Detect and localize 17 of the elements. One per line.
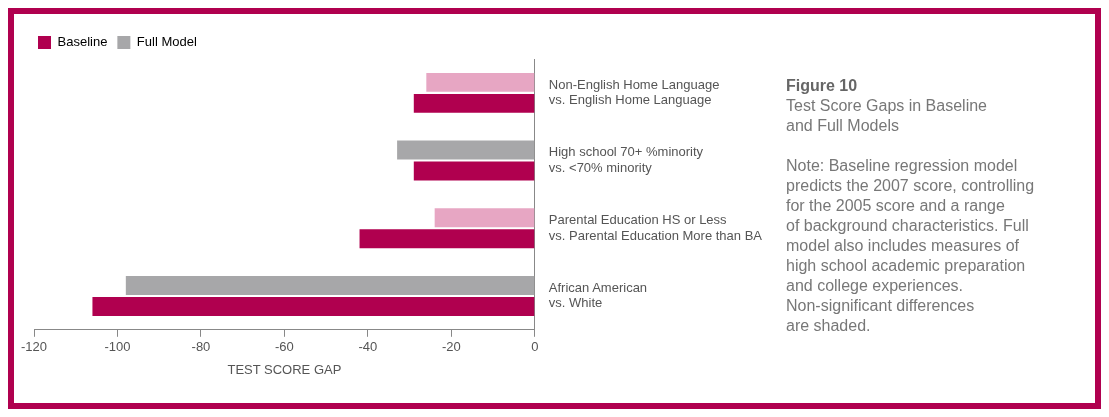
- y-tick-label: High school 70+ %minority vs. <70% minority: [548, 144, 704, 175]
- x-axis-title: TEST SCORE GAP: [227, 361, 342, 377]
- x-tick-label: -60: [275, 339, 294, 355]
- x-tick-label: -20: [441, 339, 461, 355]
- text: Note: Baseline regression model predicts the 2007 score, controlling for the 2005 score and a range of background characteristics. Full model also includes measures of high school academic preparation and college experiences. Non-significant differences are shaded.: [786, 157, 1035, 334]
- text: Test Score Gaps in Baseline and Full Models: [786, 96, 988, 136]
- y-tick-label: Non-English Home Language vs. English Home Language: [548, 76, 720, 108]
- x-tick-label: 0: [531, 339, 539, 355]
- x-tick-label: -80: [191, 339, 211, 355]
- x-tick-label: -40: [358, 339, 378, 355]
- x-tick-label: -100: [104, 339, 131, 355]
- y-tick-label: Parental Education HS or Less vs. Parental Education More than BA: [548, 212, 763, 243]
- legend-label: Baseline: [57, 34, 108, 50]
- y-tick-label: African American vs. White: [548, 279, 648, 311]
- x-tick-label: -120: [20, 339, 48, 355]
- text: Figure 10: [786, 76, 859, 96]
- legend-label: Full Model: [136, 34, 197, 50]
